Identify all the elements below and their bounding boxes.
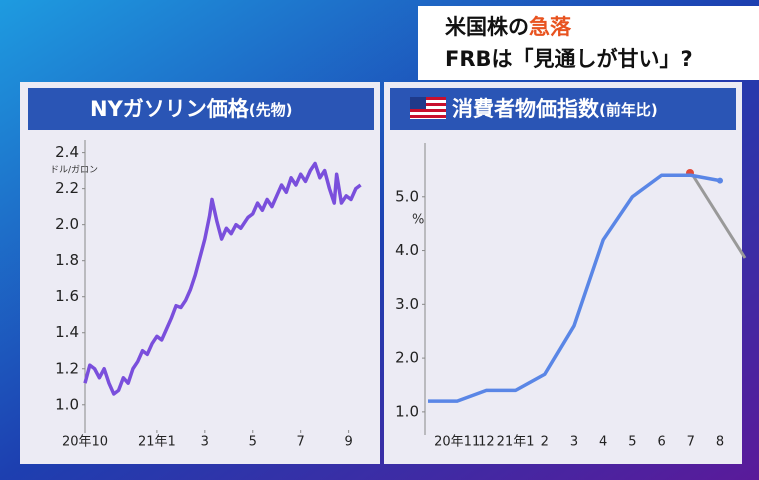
y-tick-label: 5.0: [395, 187, 419, 205]
y-tick-label: 4.0: [395, 241, 419, 259]
us-flag: [410, 97, 446, 119]
title-text: 消費者物価指数: [452, 97, 600, 121]
cpi-line: [428, 173, 721, 403]
x-tick-label: 20年11: [434, 435, 480, 450]
y-tick-label: 1.4: [55, 323, 79, 341]
y-unit-label: %: [412, 213, 424, 228]
y-tick-label: 2.0: [395, 349, 419, 367]
x-tick-label: 5: [249, 435, 257, 450]
x-tick-label: 3: [201, 435, 209, 450]
x-tick-label: 7: [687, 435, 695, 450]
chart-title: NYガソリン価格(先物): [90, 97, 293, 121]
panel: [384, 82, 742, 464]
x-tick-label: 12: [478, 435, 495, 450]
x-tick-label: 7: [297, 435, 305, 450]
x-tick-label: 5: [628, 435, 636, 450]
y-tick-label: 1.2: [55, 359, 79, 377]
headline-box: [418, 6, 759, 80]
y-tick-label: 1.0: [55, 395, 79, 413]
y-tick-label: 1.0: [395, 402, 419, 420]
y-tick-label: 1.6: [55, 287, 79, 305]
title-text: NYガソリン価格: [90, 97, 250, 121]
y-tick-label: 2.0: [55, 215, 79, 233]
y-unit-label: ドル/ガロン: [50, 165, 98, 176]
headline-line2: FRBは「見通しが甘い」?: [445, 47, 693, 71]
price-line: [83, 161, 362, 396]
headline-accent: 急落: [529, 15, 572, 39]
x-tick-label: 20年10: [62, 435, 108, 450]
headline-part: 米国株の: [445, 15, 529, 39]
x-tick-label: 3: [570, 435, 578, 450]
last-point: [717, 177, 723, 184]
x-tick-label: 9: [344, 435, 352, 450]
chart-title: 消費者物価指数(前年比): [452, 97, 658, 121]
panel-header: [28, 88, 374, 130]
pointer-stick: [690, 173, 747, 259]
subtitle-text: (先物): [249, 101, 293, 119]
x-tick-label: 21年1: [138, 435, 176, 450]
panel: [20, 82, 380, 464]
y-tick-label: 1.8: [55, 251, 79, 269]
y-tick-label: 2.2: [55, 179, 79, 197]
x-tick-label: 21年1: [497, 435, 535, 450]
y-tick-label: 3.0: [395, 295, 419, 313]
panel-header: [390, 88, 736, 130]
x-tick-label: 2: [541, 435, 549, 450]
x-tick-label: 6: [657, 435, 665, 450]
x-tick-label: 4: [599, 435, 607, 450]
x-tick-label: 8: [716, 435, 724, 450]
y-tick-label: 2.4: [55, 143, 79, 161]
subtitle-text: (前年比): [599, 101, 658, 119]
headline-line1: 米国株の急落: [445, 15, 572, 39]
